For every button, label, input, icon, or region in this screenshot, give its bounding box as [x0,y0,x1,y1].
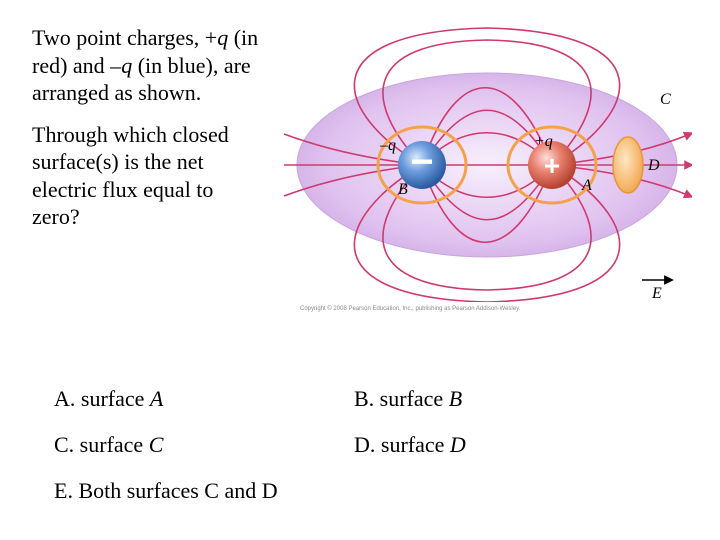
choice-b: B. surface B [354,386,614,412]
choice-d-it: D [450,432,466,457]
choice-a-prefix: A. surface [54,386,150,411]
surface-d-shape [613,137,643,193]
label-c: C [660,91,671,108]
choice-e: E. Both surfaces C and D [54,478,354,504]
e-vector-label: E [642,280,670,302]
neg-q-label: –q [379,137,396,154]
dipole-figure: − + –q +q A B C D E [282,22,692,314]
choice-a-it: A [150,386,163,411]
choice-d-prefix: D. surface [354,432,450,457]
label-a: A [581,177,592,194]
p1-a: Two point charges, + [32,25,217,50]
p1-q1: q [217,25,228,50]
label-d: D [647,157,660,174]
p1-q2: q [121,53,132,78]
choice-d: D. surface D [354,432,614,458]
e-vector-text: E [651,285,662,302]
choice-c: C. surface C [54,432,354,458]
choice-b-it: B [449,386,462,411]
prompt-paragraph-2: Through which closed surface(s) is the n… [32,121,262,231]
figure-copyright: Copyright © 2008 Pearson Education, Inc.… [300,306,520,312]
pos-q-label: +q [534,133,553,150]
label-b: B [398,181,408,198]
choice-c-it: C [149,432,164,457]
choice-c-prefix: C. surface [54,432,149,457]
neg-sign: − [410,140,433,184]
choice-a: A. surface A [54,386,354,412]
dipole-svg: − + –q +q A B C D E [282,22,692,302]
choice-b-prefix: B. surface [354,386,449,411]
pos-sign: + [544,150,560,181]
answer-choices: A. surface A B. surface B C. surface C D… [54,386,614,524]
prompt-paragraph-1: Two point charges, +q (in red) and –q (i… [32,24,262,107]
question-prompt: Two point charges, +q (in red) and –q (i… [32,24,262,231]
